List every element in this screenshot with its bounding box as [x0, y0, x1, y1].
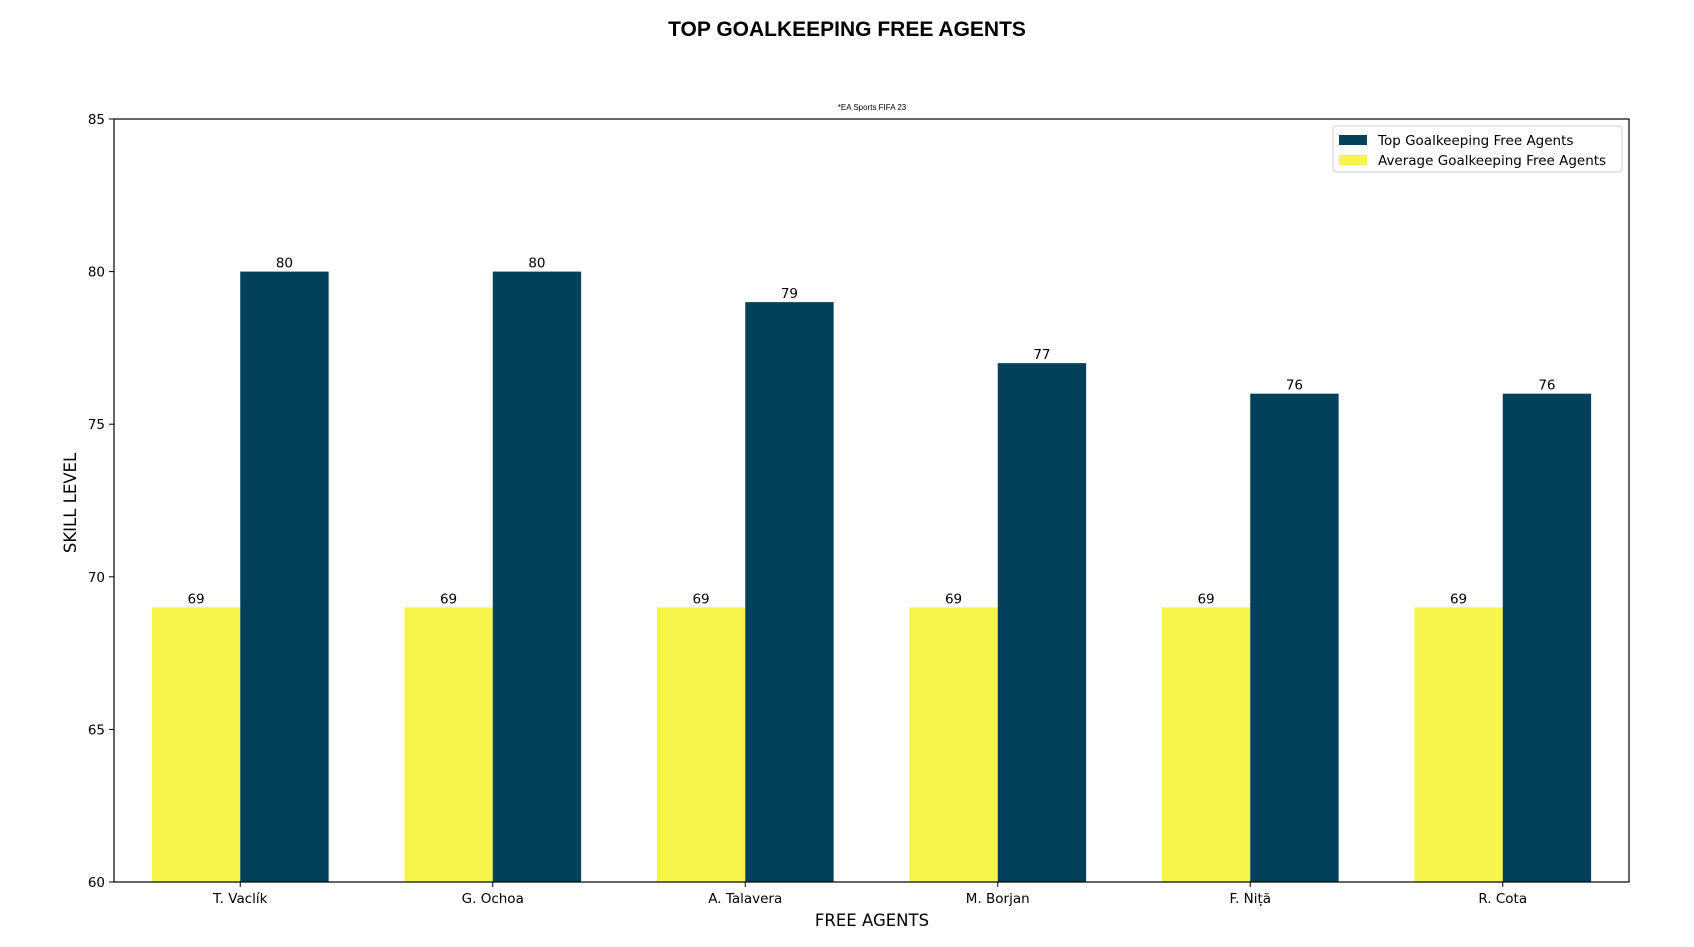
- bar: [1250, 393, 1339, 882]
- bar-value-label: 77: [1033, 347, 1050, 363]
- y-tick-label: 85: [88, 112, 105, 128]
- legend-label: Top Goalkeeping Free Agents: [1377, 133, 1573, 149]
- bar: [240, 271, 329, 883]
- chart-title: TOP GOALKEEPING FREE AGENTS: [668, 18, 1026, 41]
- chart-subtitle: *EA Sports FIFA 23: [838, 103, 907, 112]
- bar: [1161, 607, 1251, 882]
- bar-value-label: 79: [781, 286, 798, 302]
- bar-value-label: 69: [440, 591, 457, 607]
- legend-swatch: [1339, 135, 1367, 145]
- y-tick-label: 60: [88, 875, 105, 891]
- series-1: [240, 271, 1592, 883]
- series-0: [151, 607, 1503, 882]
- bar-value-label: 69: [692, 591, 709, 607]
- bar: [997, 363, 1087, 882]
- legend-swatch: [1339, 155, 1367, 165]
- bar-value-label: 69: [1450, 591, 1467, 607]
- plot-frame: [113, 118, 1630, 883]
- bar-value-label: 76: [1286, 378, 1303, 394]
- bar: [745, 302, 834, 882]
- x-tick-label: A. Talavera: [708, 891, 782, 907]
- bar-value-label: 80: [276, 256, 293, 272]
- bar-value-label: 76: [1538, 378, 1555, 394]
- bar-value-label: 69: [187, 591, 204, 607]
- bar: [404, 607, 493, 882]
- plot-area: 69 69 69 69 69 69 80 80 79 77 76 76 60 65 70 75 80 85 T. V…: [88, 112, 1630, 907]
- legend-box: [1332, 125, 1623, 173]
- x-axis-label: FREE AGENTS: [815, 911, 929, 930]
- bar: [909, 607, 998, 882]
- legend-label: Average Goalkeeping Free Agents: [1378, 153, 1606, 169]
- bar: [656, 607, 746, 882]
- y-tick-label: 75: [88, 417, 105, 433]
- x-tick-label: R. Cota: [1478, 891, 1527, 907]
- bar: [151, 607, 241, 882]
- bar-value-label: 80: [528, 256, 545, 272]
- bar: [1414, 607, 1503, 882]
- y-tick-label: 80: [88, 265, 105, 281]
- y-tick-label: 65: [88, 722, 105, 738]
- bar-value-label: 69: [945, 591, 962, 607]
- bar: [1502, 393, 1592, 882]
- x-tick-label: T. Vaclík: [212, 891, 268, 907]
- x-tick-label: F. Niță: [1229, 891, 1271, 907]
- bar: [492, 271, 582, 883]
- x-tick-label: G. Ochoa: [462, 891, 524, 907]
- legend: Top Goalkeeping Free Agents Average Goalk…: [1332, 125, 1623, 173]
- y-axis-label: SKILL LEVEL: [61, 452, 80, 553]
- bar-value-label: 69: [1197, 591, 1214, 607]
- x-tick-label: M. Borjan: [966, 891, 1030, 907]
- y-tick-label: 70: [88, 570, 105, 586]
